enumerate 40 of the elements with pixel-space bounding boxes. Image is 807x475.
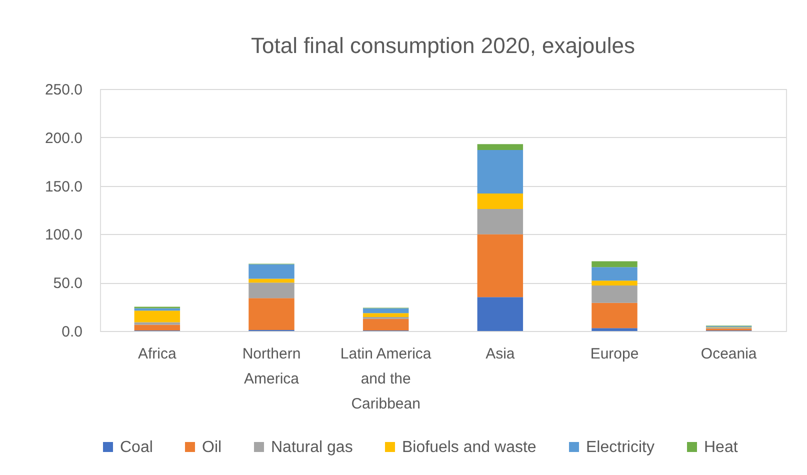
bar (592, 280, 638, 286)
bar (362, 313, 409, 317)
y-tick-label: 50.0 (53, 275, 82, 292)
bar (592, 302, 638, 328)
bar (248, 264, 294, 279)
x-tick-label: Northern America (242, 346, 301, 388)
y-tick-label: 200.0 (44, 130, 82, 147)
bar (248, 278, 294, 283)
bar (592, 328, 638, 331)
legend-label: Electricity (586, 439, 654, 456)
bar (477, 209, 524, 234)
x-tick-label: Africa (138, 346, 177, 362)
legend-label: Natural gas (271, 439, 353, 456)
bar (592, 261, 638, 268)
bar (592, 267, 638, 281)
chart-title: Total final consumption 2020, exajoules (250, 33, 636, 58)
bar (134, 310, 180, 322)
bar (477, 297, 524, 331)
bar (477, 234, 524, 298)
y-tick-label: 0.0 (62, 324, 82, 340)
bar (134, 324, 180, 331)
y-tick-label: 100.0 (44, 226, 82, 244)
x-tick-label: Latin America and the Caribbean (340, 346, 432, 412)
bar (477, 150, 524, 194)
y-tick-label: 250.0 (44, 82, 82, 98)
legend-label: Biofuels and waste (402, 439, 536, 456)
y-tick-label: 150.0 (44, 178, 82, 196)
x-tick-label: Oceania (700, 346, 758, 362)
x-tick-label: Europe (590, 346, 639, 362)
bar (248, 282, 294, 298)
legend-label: Coal (120, 439, 153, 456)
bar (477, 144, 524, 150)
x-tick-label: Asia (486, 346, 516, 362)
bar (362, 308, 409, 314)
legend-label: Heat (704, 439, 738, 456)
bar (362, 318, 409, 331)
legend-label: Oil (202, 439, 222, 456)
bar (477, 194, 524, 210)
bar (592, 286, 638, 303)
bar (248, 298, 294, 330)
